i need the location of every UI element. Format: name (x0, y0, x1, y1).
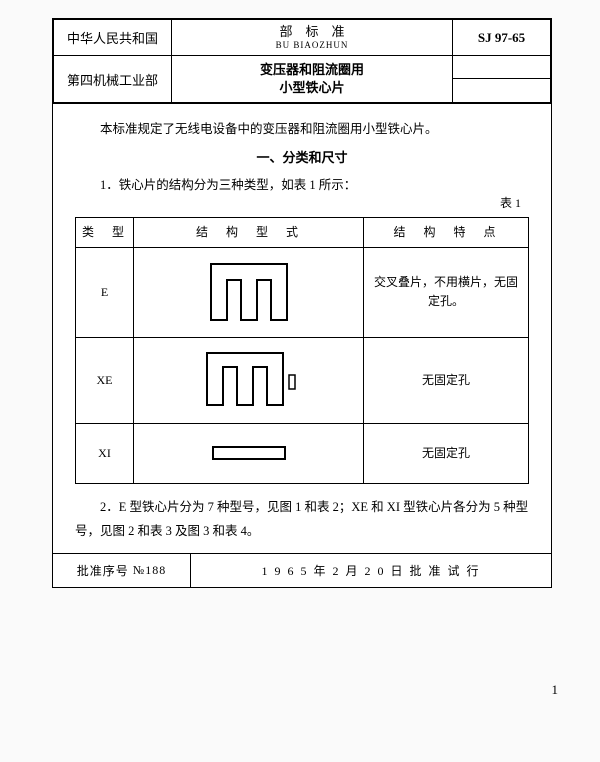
item2-text: 2．E 型铁心片分为 7 种型号，见图 1 和表 2；XE 和 XI 型铁心片各… (75, 496, 529, 544)
page-number: 1 (552, 682, 559, 698)
approval-no-label: 批准序号 (77, 562, 129, 579)
header-country: 中华人民共和国 (54, 20, 172, 56)
table1: 类 型 结 构 型 式 结 构 特 点 E 交叉叠片，不用横片，无固定孔。 XE (75, 217, 529, 484)
th-feature: 结 构 特 点 (364, 217, 529, 247)
cell-shape-xi (134, 423, 364, 483)
header-ministry: 第四机械工业部 (54, 56, 172, 103)
approval-date: 1 9 6 5 年 2 月 2 0 日 批 准 试 行 (191, 562, 551, 579)
footer-row: 批准序号 №188 1 9 6 5 年 2 月 2 0 日 批 准 试 行 (53, 553, 551, 587)
cell-feat-xe: 无固定孔 (364, 337, 529, 423)
cell-type-xe: XE (76, 337, 134, 423)
xe-lamination-icon (195, 345, 303, 415)
approval-no: 批准序号 №188 (53, 554, 191, 587)
header-right-blank (453, 56, 551, 103)
cell-type-xi: XI (76, 423, 134, 483)
approval-no-value: №188 (133, 563, 166, 578)
table-row: E 交叉叠片，不用横片，无固定孔。 (76, 247, 529, 337)
header-table: 中华人民共和国 部 标 准 BU BIAOZHUN SJ 97-65 第四机械工… (53, 19, 551, 103)
intro-text: 本标准规定了无线电设备中的变压器和阻流圈用小型铁心片。 (75, 118, 529, 142)
cell-feat-xi: 无固定孔 (364, 423, 529, 483)
document-page: 中华人民共和国 部 标 准 BU BIAOZHUN SJ 97-65 第四机械工… (52, 18, 552, 588)
std-label-text: 部 标 准 (279, 24, 344, 39)
std-pinyin: BU BIAOZHUN (172, 40, 452, 51)
cell-shape-e (134, 247, 364, 337)
body-area: 本标准规定了无线电设备中的变压器和阻流圈用小型铁心片。 一、分类和尺寸 1．铁心… (53, 103, 551, 553)
title-line1: 变压器和阻流圈用 (260, 62, 364, 77)
xi-lamination-icon (199, 441, 299, 465)
header-code: SJ 97-65 (453, 20, 551, 56)
cell-type-e: E (76, 247, 134, 337)
header-std-label: 部 标 准 BU BIAOZHUN (172, 20, 453, 56)
th-shape: 结 构 型 式 (134, 217, 364, 247)
table-row: XI 无固定孔 (76, 423, 529, 483)
th-type: 类 型 (76, 217, 134, 247)
e-lamination-icon (199, 256, 299, 328)
cell-feat-e: 交叉叠片，不用横片，无固定孔。 (364, 247, 529, 337)
table-row: XE 无固定孔 (76, 337, 529, 423)
title-line2: 小型铁心片 (279, 80, 344, 95)
header-title: 变压器和阻流圈用 小型铁心片 (172, 56, 453, 103)
cell-shape-xe (134, 337, 364, 423)
section1-title: 一、分类和尺寸 (75, 146, 529, 171)
